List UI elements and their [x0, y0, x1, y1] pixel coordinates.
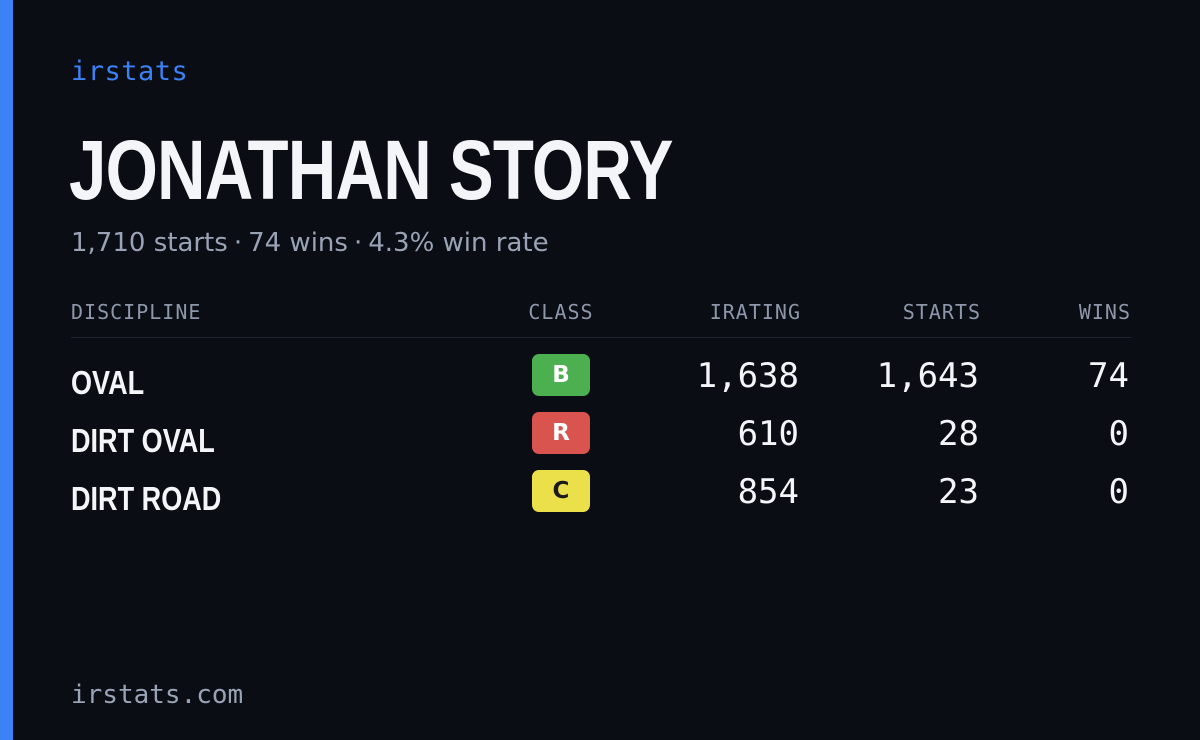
table-row-oval: OVAL B 1,638 1,643 74	[71, 354, 1131, 404]
row-irating: 1,638	[696, 356, 799, 396]
header-wins: WINS	[1078, 300, 1131, 324]
summary-starts: 1,710 starts	[71, 228, 228, 258]
row-irating: 854	[737, 472, 799, 512]
header-irating: IRATING	[709, 300, 801, 324]
row-starts: 28	[938, 414, 979, 454]
row-wins: 0	[1108, 472, 1129, 512]
license-class-badge: B	[532, 354, 590, 396]
row-discipline: OVAL	[71, 364, 145, 401]
header-discipline: DISCIPLINE	[71, 300, 202, 324]
table-row-dirt-oval: DIRT OVAL R 610 28 0	[71, 412, 1131, 462]
row-discipline: DIRT OVAL	[71, 422, 215, 459]
row-starts: 1,643	[876, 356, 979, 396]
brand-logo-text: irstats	[71, 56, 189, 87]
summary-separator: ·	[233, 228, 243, 258]
stats-table-header: DISCIPLINE CLASS IRATING STARTS WINS	[71, 300, 1131, 338]
license-class-badge: C	[532, 470, 590, 512]
row-wins: 74	[1088, 356, 1129, 396]
row-irating: 610	[737, 414, 799, 454]
table-row-dirt-road: DIRT ROAD C 854 23 0	[71, 470, 1131, 520]
license-class-badge: R	[532, 412, 590, 454]
driver-summary: 1,710 starts · 74 wins · 4.3% win rate	[71, 228, 549, 258]
summary-separator: ·	[353, 228, 363, 258]
header-class: CLASS	[528, 300, 594, 324]
row-wins: 0	[1108, 414, 1129, 454]
summary-wins: 74 wins	[248, 228, 348, 258]
summary-win-rate: 4.3% win rate	[368, 228, 549, 258]
driver-name: JONATHAN STORY	[69, 123, 673, 217]
header-starts: STARTS	[902, 300, 981, 324]
row-starts: 23	[938, 472, 979, 512]
footer-url: irstats.com	[71, 680, 244, 710]
accent-bar	[0, 0, 13, 740]
row-discipline: DIRT ROAD	[71, 480, 222, 517]
